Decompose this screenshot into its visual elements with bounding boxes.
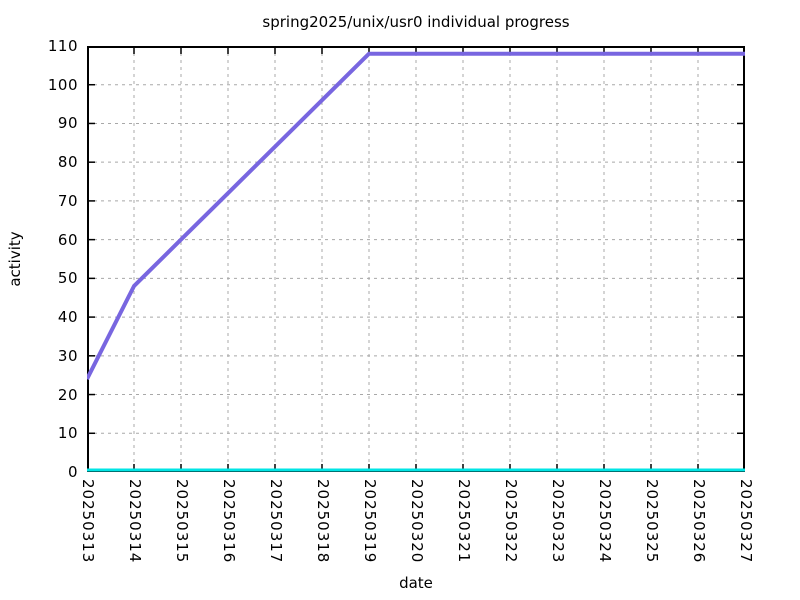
y-tick-label: 10 (57, 424, 78, 443)
y-tick-label: 100 (47, 75, 78, 94)
x-tick-label: 20250325 (643, 479, 661, 564)
x-tick-label: 20250318 (314, 479, 332, 564)
y-tick-label: 50 (57, 269, 78, 288)
chart-title: spring2025/unix/usr0 individual progress (262, 13, 570, 31)
x-tick-label: 20250324 (596, 479, 614, 564)
y-tick-label: 40 (57, 308, 78, 327)
x-tick-label: 20250321 (455, 479, 473, 564)
y-tick-label: 20 (57, 385, 78, 404)
y-tick-label: 90 (57, 114, 78, 133)
y-tick-label: 60 (57, 230, 78, 249)
x-tick-label: 20250315 (173, 479, 191, 564)
x-tick-label: 20250319 (361, 479, 379, 564)
x-tick-label: 20250320 (408, 479, 426, 564)
y-tick-label: 0 (67, 463, 78, 481)
y-tick-label: 80 (57, 153, 78, 172)
y-tick-label: 110 (47, 37, 78, 55)
x-tick-label: 20250327 (737, 479, 755, 564)
plot-svg (87, 46, 745, 472)
x-tick-label: 20250326 (690, 479, 708, 564)
x-tick-label: 20250314 (126, 479, 144, 564)
y-axis-title: activity (6, 231, 24, 287)
x-axis-title: date (399, 574, 433, 592)
x-tick-label: 20250323 (549, 479, 567, 564)
y-tick-label: 30 (57, 346, 78, 365)
x-tick-label: 20250316 (220, 479, 238, 564)
series-line-activity-progress (87, 51, 745, 381)
x-tick-label: 20250317 (267, 479, 285, 564)
plot-area (87, 46, 745, 472)
x-tick-label: 20250313 (79, 479, 97, 564)
y-tick-label: 70 (57, 191, 78, 210)
x-tick-label: 20250322 (502, 479, 520, 564)
